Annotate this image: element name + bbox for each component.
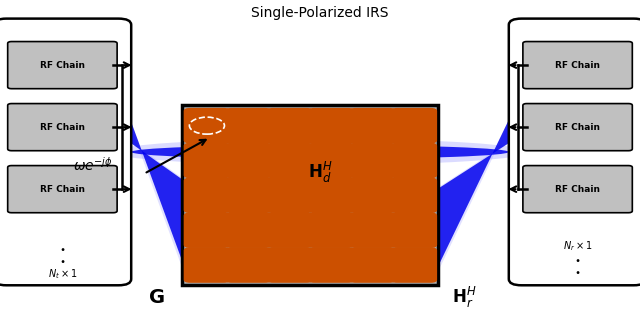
FancyBboxPatch shape — [184, 108, 230, 143]
FancyBboxPatch shape — [184, 143, 230, 178]
FancyBboxPatch shape — [225, 143, 271, 178]
Text: $\bullet$
$\bullet$
$N_t \times 1$: $\bullet$ $\bullet$ $N_t \times 1$ — [47, 243, 77, 281]
FancyBboxPatch shape — [308, 247, 355, 283]
FancyBboxPatch shape — [8, 166, 117, 213]
FancyBboxPatch shape — [390, 177, 437, 213]
Text: $\mathbf{H}_r^H$: $\mathbf{H}_r^H$ — [452, 285, 476, 310]
Polygon shape — [128, 113, 323, 279]
FancyBboxPatch shape — [349, 177, 396, 213]
FancyBboxPatch shape — [390, 108, 437, 143]
FancyBboxPatch shape — [390, 213, 437, 248]
FancyBboxPatch shape — [523, 104, 632, 151]
Polygon shape — [122, 107, 332, 285]
FancyBboxPatch shape — [225, 247, 271, 283]
FancyBboxPatch shape — [390, 143, 437, 178]
FancyBboxPatch shape — [8, 42, 117, 89]
FancyBboxPatch shape — [184, 177, 230, 213]
FancyBboxPatch shape — [349, 213, 396, 248]
FancyBboxPatch shape — [266, 213, 313, 248]
Text: RF Chain: RF Chain — [40, 123, 85, 132]
FancyBboxPatch shape — [308, 177, 355, 213]
FancyBboxPatch shape — [225, 213, 271, 248]
FancyBboxPatch shape — [266, 177, 313, 213]
Text: RF Chain: RF Chain — [40, 61, 85, 69]
Bar — [182, 105, 438, 285]
FancyBboxPatch shape — [308, 213, 355, 248]
Ellipse shape — [112, 139, 528, 165]
FancyBboxPatch shape — [266, 108, 313, 143]
FancyBboxPatch shape — [349, 143, 396, 178]
FancyBboxPatch shape — [184, 213, 230, 248]
Text: $\mathbf{H}_d^H$: $\mathbf{H}_d^H$ — [308, 160, 332, 185]
FancyBboxPatch shape — [390, 247, 437, 283]
FancyBboxPatch shape — [308, 143, 355, 178]
Text: RF Chain: RF Chain — [555, 185, 600, 194]
Text: RF Chain: RF Chain — [555, 61, 600, 69]
FancyBboxPatch shape — [523, 42, 632, 89]
Polygon shape — [298, 113, 512, 279]
Text: $N_r \times 1$
$\bullet$
$\bullet$: $N_r \times 1$ $\bullet$ $\bullet$ — [563, 239, 593, 276]
Polygon shape — [289, 107, 518, 285]
FancyBboxPatch shape — [184, 247, 230, 283]
FancyBboxPatch shape — [266, 247, 313, 283]
FancyBboxPatch shape — [349, 247, 396, 283]
Ellipse shape — [131, 145, 509, 159]
FancyBboxPatch shape — [308, 108, 355, 143]
FancyBboxPatch shape — [523, 166, 632, 213]
Text: RF Chain: RF Chain — [555, 123, 600, 132]
FancyBboxPatch shape — [0, 18, 131, 285]
FancyBboxPatch shape — [266, 143, 313, 178]
FancyBboxPatch shape — [349, 108, 396, 143]
FancyBboxPatch shape — [225, 108, 271, 143]
FancyBboxPatch shape — [225, 177, 271, 213]
Text: $\omega e^{-j\phi}$: $\omega e^{-j\phi}$ — [73, 156, 113, 174]
FancyBboxPatch shape — [509, 18, 640, 285]
Text: Single-Polarized IRS: Single-Polarized IRS — [252, 6, 388, 20]
Text: G: G — [148, 288, 165, 307]
Text: RF Chain: RF Chain — [40, 185, 85, 194]
FancyBboxPatch shape — [8, 104, 117, 151]
